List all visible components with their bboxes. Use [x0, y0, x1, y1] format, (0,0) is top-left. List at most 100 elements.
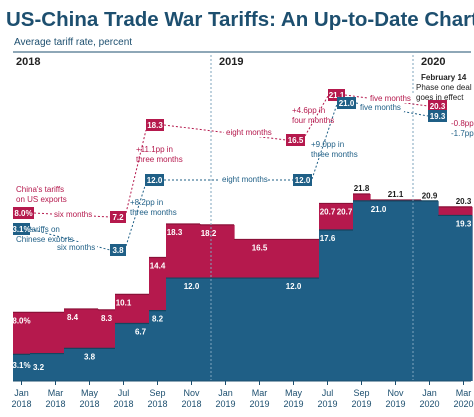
- china-box-start: [13, 207, 34, 219]
- us-drop-label: -1.7pp: [451, 129, 474, 138]
- china-value-label: 20.9: [422, 192, 438, 201]
- us-area-segment: [268, 278, 286, 381]
- x-tick-month: Jan: [14, 388, 29, 398]
- us-area-segment: [166, 278, 184, 381]
- us-area-segment: [47, 353, 65, 381]
- us-box-12-0b-label: 12.0: [295, 176, 311, 185]
- x-tick-year: 2020: [453, 399, 473, 409]
- eight-months-china: eight months: [226, 128, 272, 137]
- x-tick-year: 2018: [11, 399, 31, 409]
- us-value-label: 12.0: [184, 282, 200, 291]
- x-tick-month: May: [285, 388, 303, 398]
- x-tick-month: Sep: [149, 388, 165, 398]
- x-tick-year: 2018: [45, 399, 65, 409]
- pad-eight-months-china: [224, 127, 272, 137]
- us-box-12-0a-label: 12.0: [147, 176, 163, 185]
- x-axis-ticks: Jan2018Mar2018May2018Jul2018Sep2018Nov20…: [11, 381, 474, 409]
- us-connector-4: [311, 103, 338, 180]
- x-tick-year: 2018: [79, 399, 99, 409]
- us-area-segment: [302, 278, 320, 381]
- us-area-segment: [353, 200, 371, 381]
- us-area-segment: [217, 278, 235, 381]
- china-box-18-3: [146, 119, 164, 131]
- china-drop-label: -0.8pp: [451, 119, 474, 128]
- china-box-20-3: [428, 100, 447, 112]
- phase-one-line2: Phase one deal: [416, 83, 472, 92]
- us-area-segment: [98, 348, 116, 381]
- x-tick-year: 2018: [147, 399, 167, 409]
- china-value-label: 16.5: [252, 243, 268, 252]
- china-legend-line1: China's tariffs: [16, 185, 64, 194]
- us-step2-line1: +9.0pp in: [311, 140, 344, 149]
- us-area-segment: [64, 348, 82, 381]
- us-area-segment: [200, 278, 218, 381]
- x-tick-year: 2018: [113, 399, 133, 409]
- x-tick-month: Jan: [218, 388, 233, 398]
- china-value-label: 8.3: [101, 314, 113, 323]
- x-tick-year: 2020: [419, 399, 439, 409]
- x-tick-month: Nov: [183, 388, 200, 398]
- us-area-segment: [30, 353, 48, 381]
- x-tick-month: Jul: [322, 388, 334, 398]
- us-box-21-0-label: 21.0: [339, 99, 355, 108]
- china-box-21-1-label: 21.1: [329, 91, 345, 100]
- china-box-18-3-label: 18.3: [147, 121, 163, 130]
- x-tick-year: 2019: [385, 399, 405, 409]
- value-labels: 8.0% 8.4 8.310.1 14.4 18.3 18.2 16.5 20.7 20.7 21…: [12, 184, 471, 372]
- china-connector-1: [33, 212, 111, 218]
- us-value-label: 3.2: [33, 363, 45, 372]
- china-box-7-2: [110, 211, 126, 223]
- pad-five-months-china: [368, 93, 414, 103]
- china-value-label: 20.7: [337, 207, 353, 216]
- china-box-7-2-label: 7.2: [112, 213, 124, 222]
- us-legend-line2: Chinese exports: [16, 235, 74, 244]
- us-step1-line2: three months: [130, 208, 177, 217]
- us-box-19-3: [428, 110, 447, 122]
- x-tick-year: 2019: [215, 399, 235, 409]
- x-tick-year: 2019: [283, 399, 303, 409]
- us-value-label: 12.0: [286, 282, 302, 291]
- pad-six-months-us: [55, 242, 97, 252]
- five-months-china: five months: [370, 94, 411, 103]
- phase-one-date: February 14: [421, 73, 467, 82]
- us-area-segment: [285, 278, 303, 381]
- year-label-2019: 2019: [219, 56, 243, 68]
- china-value-label: 10.1: [116, 298, 132, 307]
- us-box-3-8-label: 3.8: [112, 246, 124, 255]
- x-tick-month: Mar: [48, 388, 64, 398]
- china-value-label: 14.4: [150, 261, 166, 270]
- us-area-segment: [336, 230, 354, 381]
- us-area-segment: [234, 278, 252, 381]
- us-step1-line1: +8.2pp in: [130, 198, 163, 207]
- us-box-19-3-label: 19.3: [430, 112, 446, 121]
- us-box-3-8: [110, 244, 126, 256]
- china-step2-line2: four months: [292, 116, 334, 125]
- china-box-start-label: 8.0%: [14, 209, 32, 218]
- x-tick-month: Mar: [456, 388, 472, 398]
- us-area-segment: [251, 278, 269, 381]
- china-value-label: 8.4: [67, 313, 79, 322]
- us-value-label: 6.7: [135, 328, 147, 337]
- x-tick-month: May: [81, 388, 99, 398]
- five-months-us: five months: [360, 103, 401, 112]
- us-step2-line2: three months: [311, 150, 358, 159]
- us-box-start-label: 3.1%: [12, 225, 30, 234]
- us-box-start: [13, 223, 30, 235]
- us-value-label: 17.6: [320, 234, 336, 243]
- china-box-16-5: [286, 134, 305, 146]
- pad-eight-months-us: [220, 174, 268, 184]
- us-area-segment: [115, 323, 133, 381]
- six-months-china: six months: [54, 210, 92, 219]
- pad-five-months-us: [358, 102, 404, 112]
- us-area-segment: [370, 200, 388, 381]
- china-box-16-5-label: 16.5: [288, 136, 304, 145]
- us-area-segment: [421, 200, 439, 381]
- china-step1-line2: three months: [136, 155, 183, 164]
- x-tick-month: Jan: [422, 388, 437, 398]
- us-area-segment: [13, 354, 31, 381]
- us-box-12-0b: [293, 174, 312, 186]
- us-value-label: 3.8: [84, 352, 96, 361]
- china-value-label: 18.2: [201, 229, 217, 238]
- us-legend-line1: US tariffs on: [16, 225, 60, 234]
